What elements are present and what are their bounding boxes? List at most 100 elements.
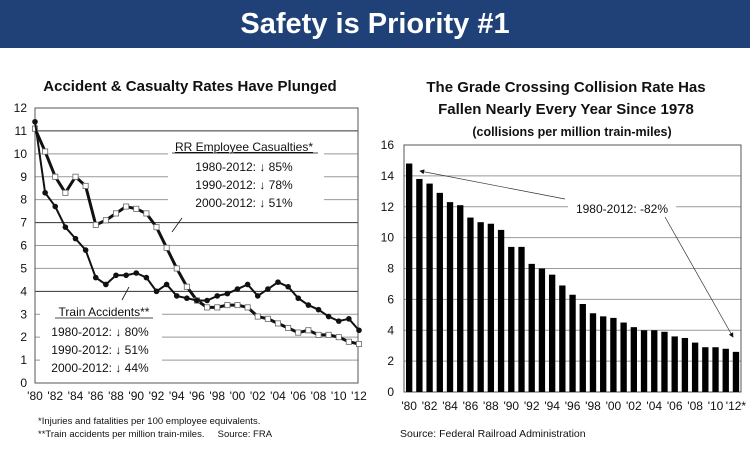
train-accidents-point <box>82 247 89 253</box>
bar-1983 <box>436 192 443 392</box>
bar-1980 <box>406 163 413 392</box>
y-tick-label: 4 <box>387 323 394 337</box>
bar-1986 <box>467 217 474 392</box>
train-stat-3: 2000-2012: ↓ 44% <box>51 361 149 375</box>
employee-casualties-point <box>153 224 160 231</box>
train-accidents-point <box>32 118 38 125</box>
slide-title: Safety is Priority #1 <box>0 0 750 48</box>
y-tick-label: 3 <box>20 307 27 321</box>
bar-1985 <box>457 205 464 392</box>
x-tick-label: '86 <box>463 399 479 413</box>
employee-casualties-point <box>133 205 140 212</box>
bar-2003 <box>640 330 648 392</box>
bar-2006 <box>671 336 678 392</box>
employee-casualties-point <box>123 203 130 210</box>
train-accidents-point <box>254 293 261 299</box>
x-tick-label: '04 <box>646 399 662 413</box>
employee-casualties-point <box>42 148 49 155</box>
train-arrow <box>121 286 130 301</box>
y-tick-label: 11 <box>15 124 28 138</box>
employee-casualties-point <box>62 189 69 196</box>
train-accidents-point <box>295 295 302 302</box>
x-tick-label: '10 <box>708 399 724 413</box>
train-annotation-bg <box>40 302 162 374</box>
train-stat-1: 1980-2012: ↓ 80% <box>51 325 149 339</box>
train-accidents-point <box>214 293 221 299</box>
bar-2000 <box>610 317 617 392</box>
y-tick-label: 0 <box>20 376 27 390</box>
train-accidents-point <box>143 274 150 281</box>
employee-casualties-point <box>102 217 109 224</box>
bar-1982 <box>426 183 433 392</box>
left-x-ticks: '80 '82 '84 '86 '88 '90 '92 '94 '96 '98 '00 '02 '04 '… <box>27 389 367 403</box>
x-tick-label: '00 <box>230 389 246 403</box>
train-accidents-point <box>52 203 59 210</box>
left-footnote-1: *Injuries and fatalities per 100 employe… <box>38 416 260 427</box>
train-accidents-point <box>173 293 180 299</box>
bar-1981 <box>416 178 423 392</box>
train-accidents-point <box>184 295 190 302</box>
employee-casualties-point <box>315 331 322 338</box>
bar-1989 <box>497 229 505 392</box>
train-accidents-point <box>194 297 200 304</box>
y-tick-label: 1 <box>20 353 27 367</box>
x-tick-label: '00 <box>606 399 622 413</box>
x-tick-label: '94 <box>169 389 185 403</box>
train-accidents-point <box>346 316 352 322</box>
train-accidents-point <box>113 272 119 279</box>
bar-2011 <box>722 348 729 392</box>
employee-casualties-point <box>264 315 271 322</box>
x-tick-label: '86 <box>88 389 104 403</box>
y-tick-label: 0 <box>387 385 394 399</box>
right-y-ticks: 0 2 4 6 8 10 12 14 16 <box>381 138 395 399</box>
train-accidents-point <box>163 281 170 288</box>
employee-casualties-point <box>274 320 281 327</box>
train-accidents-point <box>305 302 312 308</box>
y-tick-label: 10 <box>381 231 395 245</box>
train-accidents-point <box>62 224 69 230</box>
employee-casualties-point <box>204 304 211 311</box>
y-tick-label: 6 <box>387 292 394 306</box>
y-tick-label: 14 <box>381 169 395 183</box>
y-tick-label: 5 <box>20 261 27 275</box>
x-tick-label: '08 <box>687 399 703 413</box>
x-tick-label: '92 <box>149 389 165 403</box>
x-tick-label: '88 <box>108 389 124 403</box>
train-accidents-point <box>42 189 48 196</box>
employee-stat-2: 1990-2012: ↓ 78% <box>195 178 293 192</box>
bar-2008 <box>691 342 699 392</box>
employee-casualties-point <box>335 334 342 341</box>
employee-casualties-point <box>244 304 251 311</box>
employee-casualties-point <box>254 313 261 320</box>
x-tick-label: '84 <box>442 399 458 413</box>
x-tick-label: '80 <box>401 399 417 413</box>
employee-casualties-point <box>214 304 221 311</box>
left-series <box>32 118 362 348</box>
bar-1984 <box>446 202 454 392</box>
x-tick-label: '06 <box>667 399 683 413</box>
x-tick-label: '12 <box>351 389 367 403</box>
train-series-label: Train Accidents** <box>59 305 150 319</box>
bar-2004 <box>651 330 658 392</box>
employee-casualties-point <box>224 302 231 309</box>
bar-1998 <box>589 313 597 392</box>
x-tick-label: '92 <box>524 399 540 413</box>
x-tick-label: '98 <box>209 389 225 403</box>
employee-casualties-point <box>163 244 170 251</box>
x-tick-label: '96 <box>565 399 581 413</box>
x-tick-label: '04 <box>270 389 286 403</box>
train-accidents-point <box>153 288 160 295</box>
train-accidents-point <box>103 281 109 288</box>
bar-2002 <box>630 327 637 392</box>
bar-1988 <box>487 223 495 392</box>
employee-casualties-point <box>92 221 99 228</box>
x-tick-label: '80 <box>27 389 43 403</box>
employee-stat-3: 2000-2012: ↓ 51% <box>195 196 293 210</box>
bar-1987 <box>477 222 484 392</box>
train-accidents-point <box>133 270 140 276</box>
bar-2009 <box>702 347 709 392</box>
bar-1996 <box>569 294 576 392</box>
employee-casualties-point <box>173 265 180 272</box>
employee-casualties-point <box>234 302 241 309</box>
